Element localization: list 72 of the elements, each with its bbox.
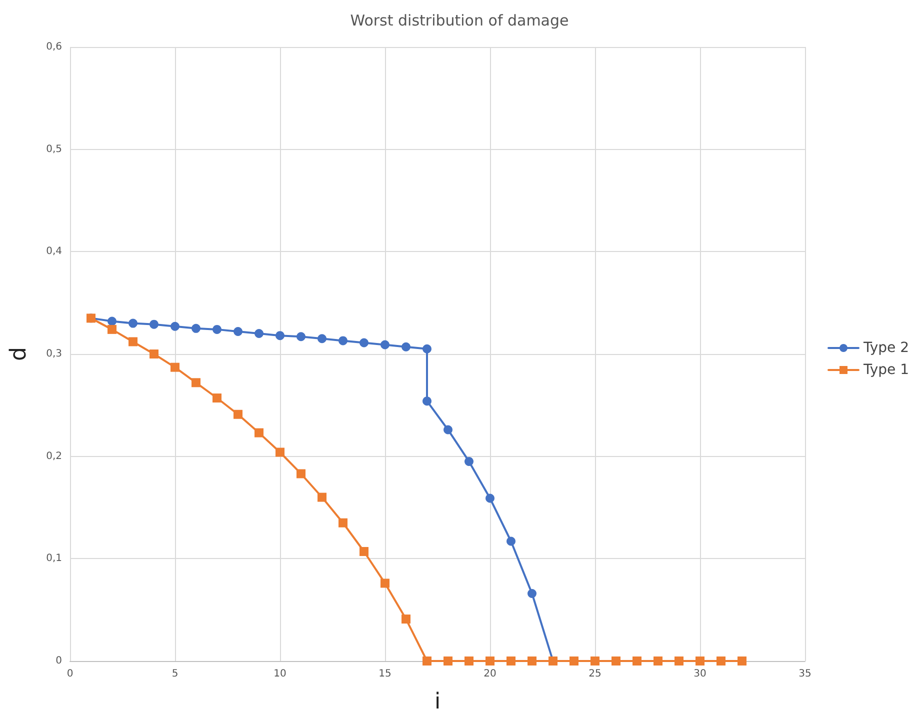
point: [108, 324, 116, 334]
x-tick-label: 10: [274, 668, 286, 680]
x-axis-title: i: [434, 690, 441, 714]
point: [506, 656, 516, 666]
point: [422, 396, 432, 406]
point: [212, 394, 222, 403]
legend-label: Type 2: [862, 340, 909, 356]
point: [276, 331, 284, 340]
y-tick-label: 0,3: [46, 348, 62, 360]
point: [360, 547, 368, 556]
x-tick-label: 30: [694, 668, 706, 680]
x-tick-label: 20: [484, 668, 496, 680]
point: [234, 410, 242, 419]
point: [212, 324, 222, 334]
point: [360, 338, 368, 348]
y-tick-label: 0,1: [46, 553, 62, 564]
x-tick-label: 5: [172, 668, 178, 680]
point: [192, 378, 200, 388]
point: [338, 336, 348, 346]
point: [380, 578, 390, 588]
point: [192, 324, 200, 333]
point: [528, 656, 536, 666]
point: [444, 656, 452, 666]
point: [612, 656, 620, 666]
point: [150, 350, 158, 358]
point: [422, 656, 432, 666]
point: [528, 588, 536, 598]
y-tick-label: 0: [56, 656, 62, 666]
point: [464, 656, 474, 666]
y-tick-label: 0,2: [46, 450, 62, 462]
x-tick-label: 15: [378, 668, 392, 680]
y-tick-label: 0,5: [46, 144, 62, 155]
x-tick-label: 0: [66, 668, 74, 680]
point: [128, 318, 138, 328]
point: [590, 656, 600, 666]
point: [108, 316, 116, 326]
point: [276, 448, 284, 457]
point: [150, 320, 158, 329]
point: [254, 329, 264, 338]
point: [380, 340, 390, 350]
point: [464, 456, 474, 466]
point: [296, 332, 306, 342]
point: [318, 492, 326, 502]
point: [170, 362, 180, 372]
chart-title: Worst distribution of damage: [350, 12, 569, 30]
point: [402, 342, 410, 352]
point: [318, 334, 326, 344]
x-tick-label: 35: [798, 668, 812, 680]
x-tick-label: 25: [588, 668, 602, 680]
point: [444, 425, 452, 434]
point: [570, 656, 578, 666]
legend-label: Type 1: [862, 362, 909, 378]
point: [632, 656, 642, 666]
point: [716, 656, 726, 666]
point: [170, 322, 180, 331]
point: [254, 428, 264, 438]
point: [128, 337, 138, 346]
point: [486, 656, 494, 666]
point: [486, 494, 494, 503]
point: [296, 469, 306, 478]
point: [674, 656, 684, 666]
y-axis-title: d: [6, 347, 32, 361]
point: [696, 656, 704, 666]
point: [338, 518, 348, 528]
point: [738, 656, 746, 666]
point: [506, 536, 516, 546]
y-tick-label: 0,6: [46, 42, 62, 52]
point: [234, 326, 242, 336]
y-tick-label: 0,4: [46, 246, 62, 258]
point: [402, 614, 410, 624]
point: [422, 344, 432, 354]
point: [654, 656, 662, 666]
